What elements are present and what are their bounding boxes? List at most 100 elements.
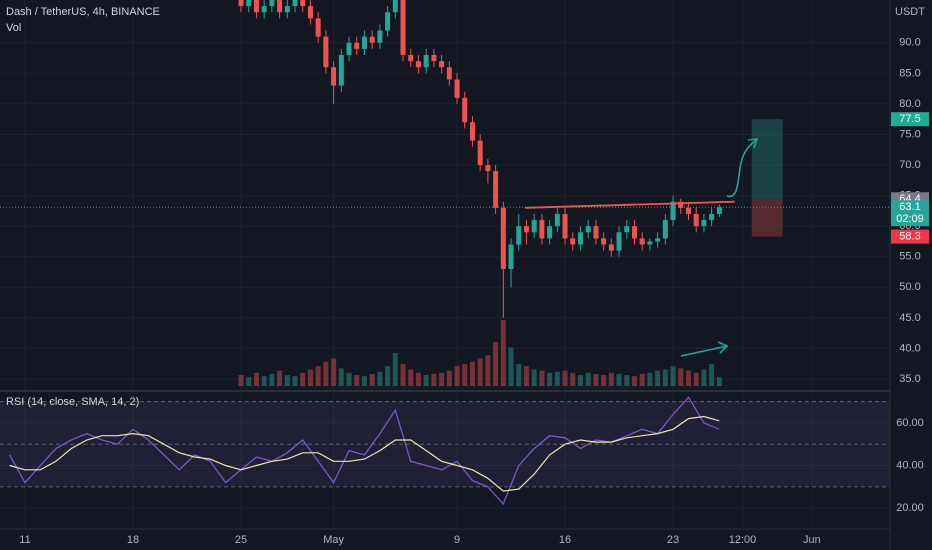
position-stop [751,199,783,237]
candle-body [655,238,661,242]
candle-body [307,6,313,19]
volume-bar [269,373,275,386]
price-badge-label: 58.3 [899,230,920,242]
candle-body [469,122,475,141]
volume-bar [284,375,290,386]
candle-body [593,226,599,239]
volume-bar [315,366,321,386]
candle-body [323,36,329,68]
volume-bar [408,369,414,386]
x-tick-label: 16 [559,534,571,546]
volume-bar [331,358,337,386]
candle-body [431,55,437,62]
volume-bar [670,366,676,386]
volume-bar [539,370,545,386]
x-tick-label: 12:00 [729,534,757,546]
candle-body [616,232,622,251]
x-tick-label: 18 [127,534,139,546]
candle-body [261,6,267,13]
volume-pane [238,320,722,386]
trendline [524,200,735,209]
candle-body [361,36,367,49]
volume-bar [655,370,661,386]
candle-body [446,67,452,80]
y-tick-label: 35.0 [899,373,920,385]
candle-body [331,67,337,86]
candle-body [454,79,460,98]
volume-bar [415,372,421,386]
candle-body [415,61,421,68]
volume-bar [462,364,468,386]
volume-bar [716,377,722,386]
rsi-pane [0,396,890,506]
volume-arrow [680,345,728,357]
candle-body [315,18,321,37]
volume-bar [338,368,344,386]
volume-bar [361,376,367,386]
volume-bar [307,369,313,386]
y-tick-label: 70.0 [899,159,920,171]
candle-body [485,165,491,172]
volume-bar [369,373,375,386]
candle-body [400,0,406,56]
rsi-tick-label: 40.00 [896,459,924,471]
candle-body [685,207,691,214]
volume-bar [323,361,329,386]
candle-body [701,220,707,227]
candle-body [369,36,375,43]
volume-bar [277,370,283,386]
volume-bar [385,366,391,386]
volume-label: Vol [6,22,21,34]
chart-title: Dash / TetherUS, 4h, BINANCE [6,6,160,18]
candle-body [439,61,445,68]
y-tick-label: 45.0 [899,312,920,324]
candle-body [570,238,576,245]
candle-body [423,55,429,68]
y-tick-label: 50.0 [899,281,920,293]
volume-bar [601,375,607,386]
volume-bar [701,369,707,386]
candle-body [562,213,568,239]
volume-bar [253,372,259,386]
volume-bar [454,366,460,386]
axis-unit: USDT [895,6,925,18]
candle-body [547,226,553,239]
volume-bar [662,369,668,386]
candle-body [277,0,283,13]
candle-body [354,42,360,49]
y-tick-label: 80.0 [899,98,920,110]
volume-bar [469,361,475,386]
volume-arrow-head [717,341,729,354]
candle-body [716,207,722,214]
candle-body [577,232,583,245]
volume-bar [624,375,630,386]
candle-body [601,238,607,245]
volume-bar [639,373,645,386]
candle-body [662,220,668,239]
candle-body [508,244,514,269]
volume-bar [547,372,553,386]
volume-bar [354,375,360,386]
volume-bar [508,347,514,386]
position-target [751,119,783,200]
volume-bar [608,372,614,386]
candle-body [385,12,391,31]
volume-bar [523,366,529,386]
y-tick-label: 75.0 [899,128,920,140]
candle-body [408,55,414,62]
volume-bar [500,320,506,386]
price-badge-label: 77.5 [899,113,920,125]
volume-bar [300,372,306,386]
axes: 11 18 25 May 9 16 23 12:00 Jun 35.0 40.0 45.0 50.0 55… [19,37,929,546]
rsi-tick-label: 60.00 [896,417,924,429]
volume-bar [577,375,583,386]
y-tick-label: 85.0 [899,67,920,79]
candle-body [292,0,298,7]
rsi-ma-line [9,415,720,492]
candle-body [516,226,522,245]
volume-bar [685,370,691,386]
candle-body [647,241,653,245]
volume-bar [392,353,398,386]
candle-body [554,213,560,227]
